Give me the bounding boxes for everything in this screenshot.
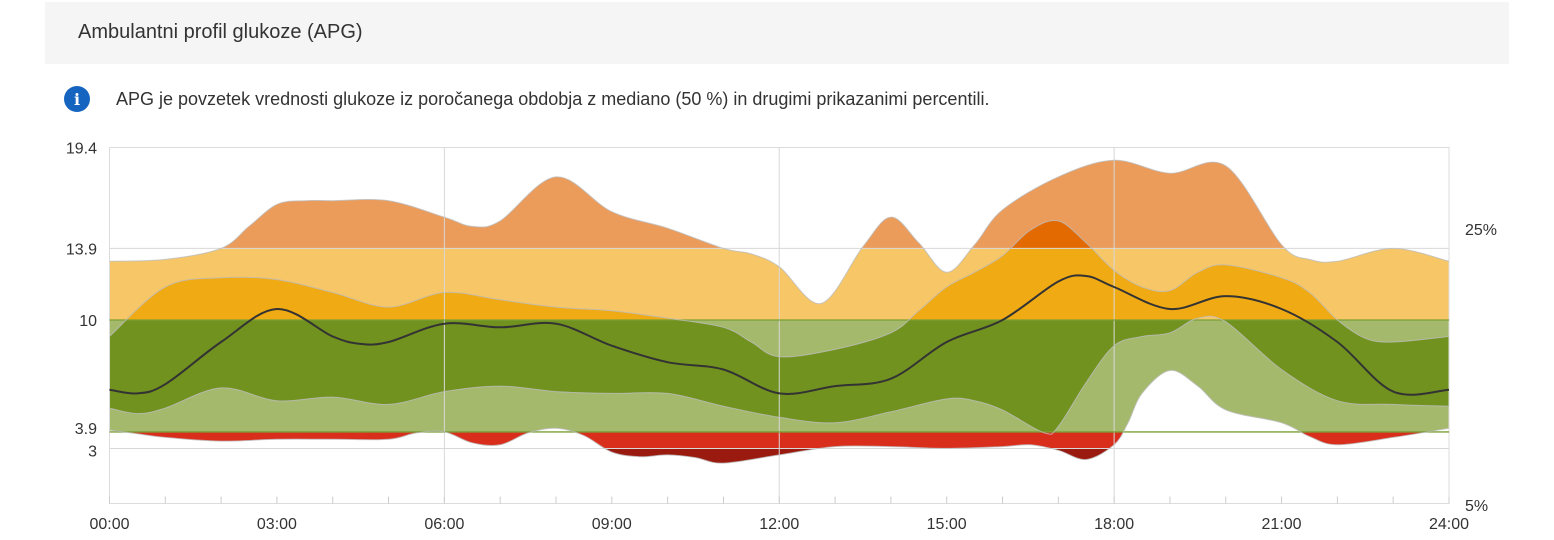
y-tick-label: 3.9 xyxy=(75,421,97,438)
x-tick-label: 24:00 xyxy=(1429,516,1469,533)
y-tick-label: 10 xyxy=(79,313,97,330)
percentile-lines xyxy=(109,159,1450,464)
x-tick-label: 03:00 xyxy=(257,516,297,533)
p5-line xyxy=(109,369,1450,464)
p95-line xyxy=(109,159,1450,305)
y-tick-label: 19.4 xyxy=(66,141,97,158)
median-line xyxy=(109,274,1450,396)
x-tick-label: 06:00 xyxy=(424,516,464,533)
section-title: Ambulantni profil glukoze (APG) xyxy=(78,21,363,43)
x-tick-label: 09:00 xyxy=(592,516,632,533)
info-note: i APG je povzetek vrednosti glukoze iz p… xyxy=(64,86,989,112)
p25-line xyxy=(109,315,1450,435)
x-tick-label: 18:00 xyxy=(1094,516,1134,533)
x-tick-label: 12:00 xyxy=(759,516,799,533)
x-tick-label: 21:00 xyxy=(1262,516,1302,533)
right-label-5-percent: 5% xyxy=(1465,498,1488,515)
y-tick-label: 13.9 xyxy=(66,241,97,258)
x-tick-label: 15:00 xyxy=(927,516,967,533)
p75-line xyxy=(109,219,1450,358)
x-tick-label: 00:00 xyxy=(89,516,129,533)
axes: 00:00 03:00 06:00 09:00 12:00 15:00 18:00 21:00… xyxy=(66,141,1497,534)
right-label-25-percent: 25% xyxy=(1465,222,1497,239)
info-text: APG je povzetek vrednosti glukoze iz por… xyxy=(116,88,990,109)
info-icon: i xyxy=(64,86,90,112)
section-header: Ambulantni profil glukoze (APG) xyxy=(45,2,1509,64)
y-tick-label: 3 xyxy=(88,443,97,460)
